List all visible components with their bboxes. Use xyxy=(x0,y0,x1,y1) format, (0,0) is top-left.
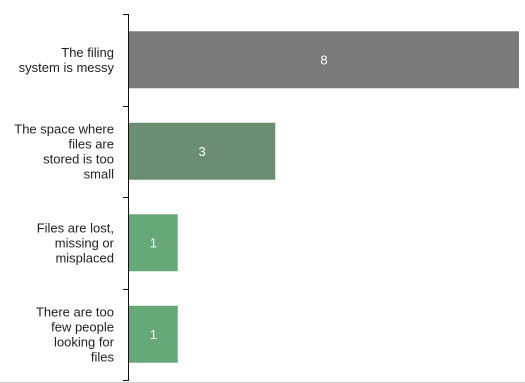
y-axis-ticks xyxy=(123,14,129,381)
value-label-1: 8 xyxy=(320,52,327,67)
category-label-line: files xyxy=(91,349,115,364)
bar-2 xyxy=(129,122,276,180)
bar-3 xyxy=(129,214,178,272)
category-label-line: The space where xyxy=(14,121,114,136)
value-label-3: 1 xyxy=(150,235,157,250)
category-labels: The filing system is messy The space where… xyxy=(14,45,114,365)
bar-4 xyxy=(129,305,178,363)
category-label-line: missing or xyxy=(55,235,115,250)
category-label-line: files are xyxy=(68,136,114,151)
category-label-2: The space where files are stored is too sma… xyxy=(14,121,114,181)
bars-group xyxy=(129,31,519,363)
category-label-line: looking for xyxy=(54,334,115,349)
category-label-line: few people xyxy=(51,319,114,334)
value-labels: 8 3 1 1 xyxy=(150,52,328,342)
category-label-line: Files are lost, xyxy=(37,220,114,235)
category-label-line: system is messy xyxy=(19,60,115,75)
category-label-line: The filing xyxy=(61,45,114,60)
category-label-3: Files are lost, missing or misplaced xyxy=(37,220,115,265)
category-label-line: stored is too xyxy=(43,151,114,166)
category-label-line: misplaced xyxy=(55,250,114,265)
category-label-line: small xyxy=(84,166,114,181)
value-label-4: 1 xyxy=(150,327,157,342)
category-label-line: There are too xyxy=(36,304,114,319)
category-label-4: There are too few people looking for files xyxy=(36,304,115,364)
category-label-1: The filing system is messy xyxy=(19,45,115,75)
bar-1 xyxy=(129,31,519,89)
value-label-2: 3 xyxy=(199,144,206,159)
